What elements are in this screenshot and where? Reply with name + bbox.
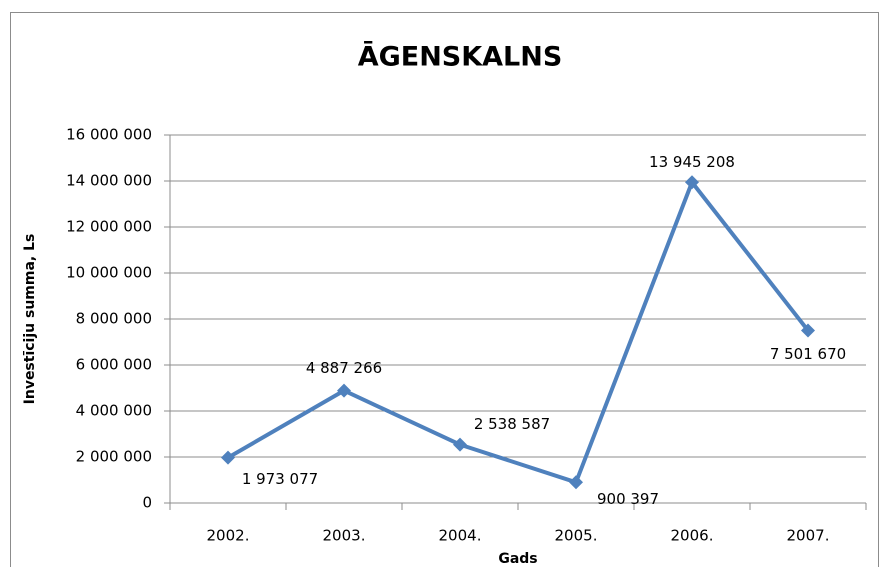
- point: [801, 323, 815, 338]
- data-label: 1 973 077: [242, 470, 318, 488]
- y-tick-label: 10 000 000: [66, 264, 152, 282]
- y-tick-label: 16 000 000: [66, 126, 152, 144]
- data-label: 900 397: [597, 490, 659, 508]
- point: [685, 175, 699, 190]
- chart-frame: [10, 12, 879, 567]
- data-label: 7 501 670: [770, 345, 846, 363]
- data-label: 4 887 266: [306, 359, 382, 377]
- x-tick-label: 2006.: [671, 527, 714, 545]
- data-label: 2 538 587: [474, 415, 550, 433]
- y-axis-label: Investīciju summa, Ls: [22, 234, 38, 405]
- y-tick-label: 4 000 000: [76, 402, 152, 420]
- y-tick-label: 2 000 000: [76, 448, 152, 466]
- x-tick-label: 2004.: [439, 527, 482, 545]
- y-tick-label: 14 000 000: [66, 172, 152, 190]
- point: [453, 437, 467, 452]
- x-tick-label: 2007.: [787, 527, 830, 545]
- y-tick-label: 8 000 000: [76, 310, 152, 328]
- y-tick-label: 12 000 000: [66, 218, 152, 236]
- data-label: 13 945 208: [649, 153, 735, 171]
- point: [221, 450, 235, 465]
- point: [337, 383, 351, 398]
- x-tick-label: 2005.: [555, 527, 598, 545]
- x-axis-label: Gads: [498, 551, 537, 567]
- point: [569, 475, 583, 490]
- y-tick-label: 6 000 000: [76, 356, 152, 374]
- chart-title: ĀGENSKALNS: [358, 41, 563, 73]
- y-tick-label: 0: [142, 494, 152, 512]
- x-tick-label: 2002.: [207, 527, 250, 545]
- x-tick-label: 2003.: [323, 527, 366, 545]
- line: [226, 180, 810, 485]
